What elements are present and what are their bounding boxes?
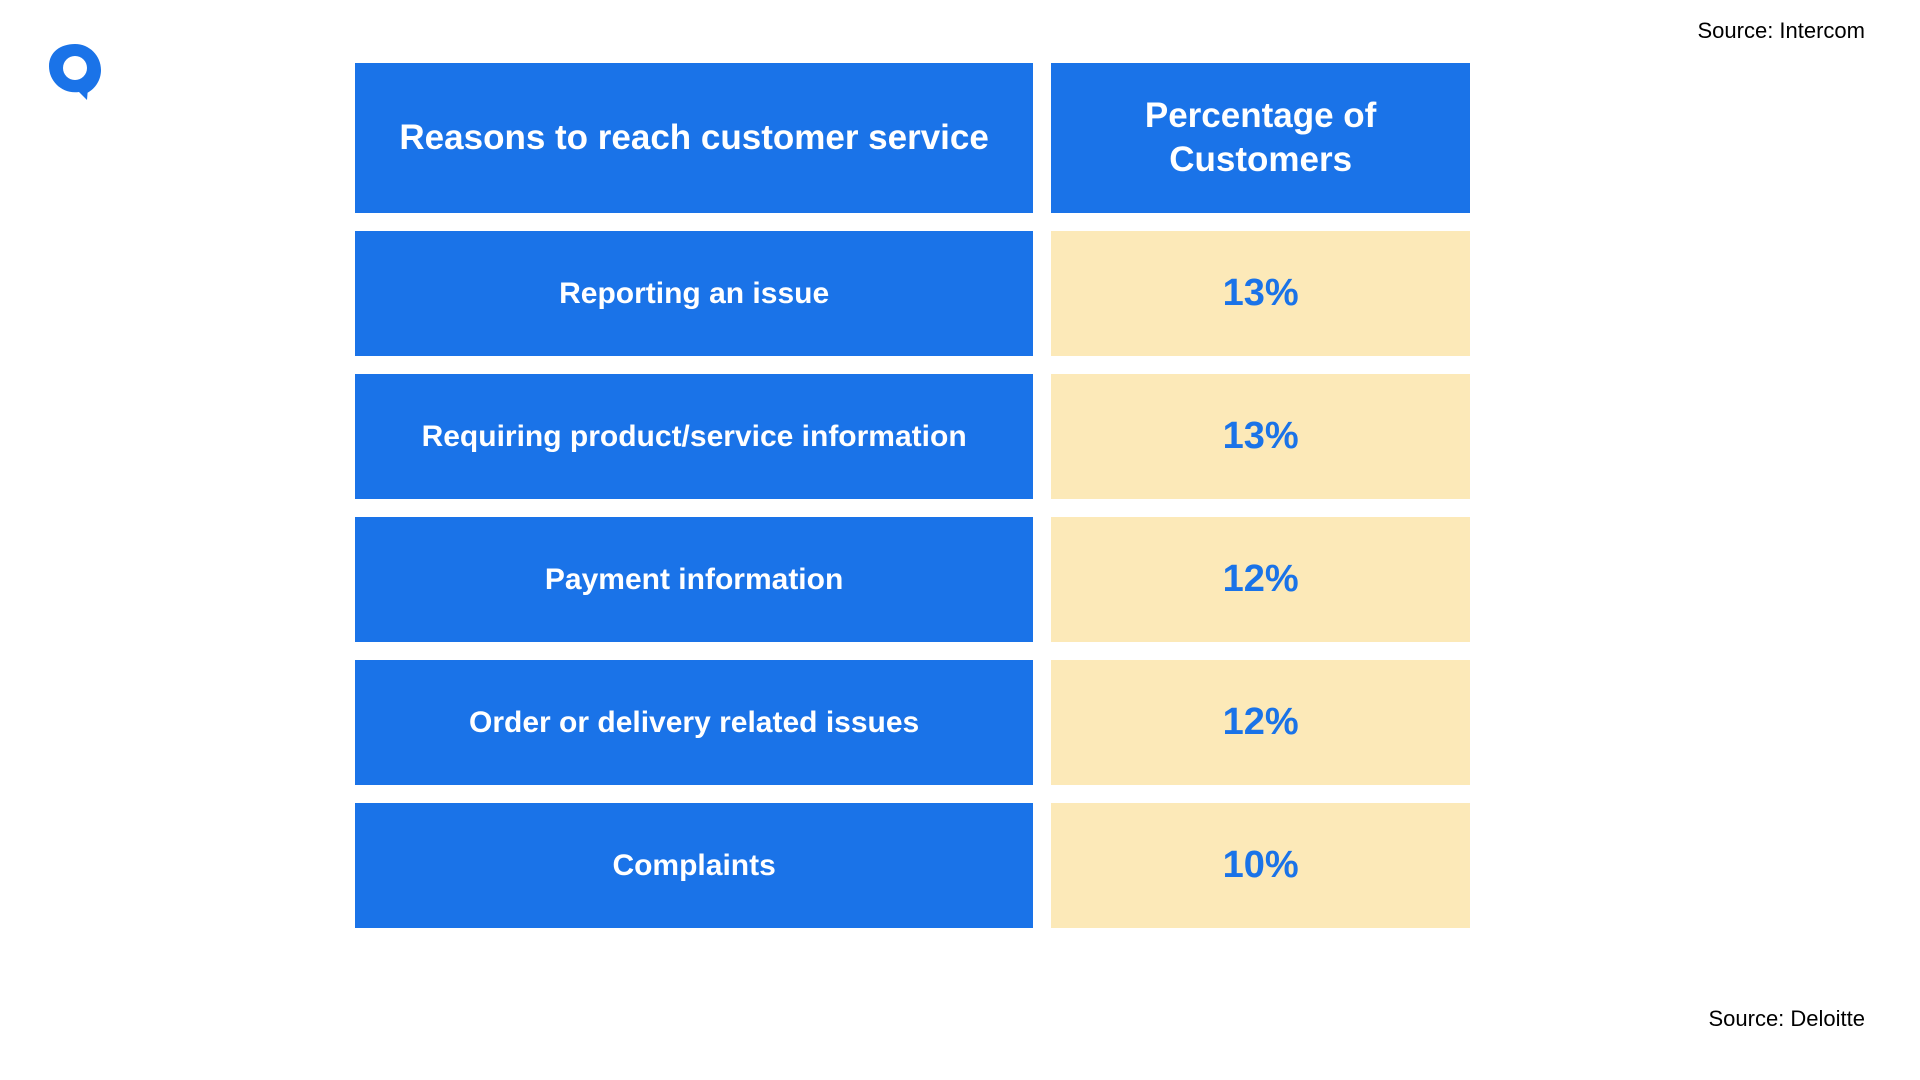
reason-cell: Complaints [355, 803, 1033, 928]
table-row: Reporting an issue 13% [355, 231, 1470, 356]
percentage-cell: 13% [1051, 231, 1470, 356]
table-row: Payment information 12% [355, 517, 1470, 642]
percentage-cell: 12% [1051, 517, 1470, 642]
reason-cell: Payment information [355, 517, 1033, 642]
source-bottom: Source: Deloitte [1708, 1006, 1865, 1032]
infographic-table: Reasons to reach customer service Percen… [355, 63, 1470, 946]
reason-cell: Order or delivery related issues [355, 660, 1033, 785]
table-header-row: Reasons to reach customer service Percen… [355, 63, 1470, 213]
percentage-cell: 12% [1051, 660, 1470, 785]
table-row: Requiring product/service information 13… [355, 374, 1470, 499]
percentage-cell: 13% [1051, 374, 1470, 499]
table-row: Complaints 10% [355, 803, 1470, 928]
header-reasons: Reasons to reach customer service [355, 63, 1033, 213]
reason-cell: Reporting an issue [355, 231, 1033, 356]
brand-logo [45, 40, 105, 100]
table-row: Order or delivery related issues 12% [355, 660, 1470, 785]
percentage-cell: 10% [1051, 803, 1470, 928]
reason-cell: Requiring product/service information [355, 374, 1033, 499]
source-top: Source: Intercom [1697, 18, 1865, 44]
header-percentage: Percentage of Customers [1051, 63, 1470, 213]
